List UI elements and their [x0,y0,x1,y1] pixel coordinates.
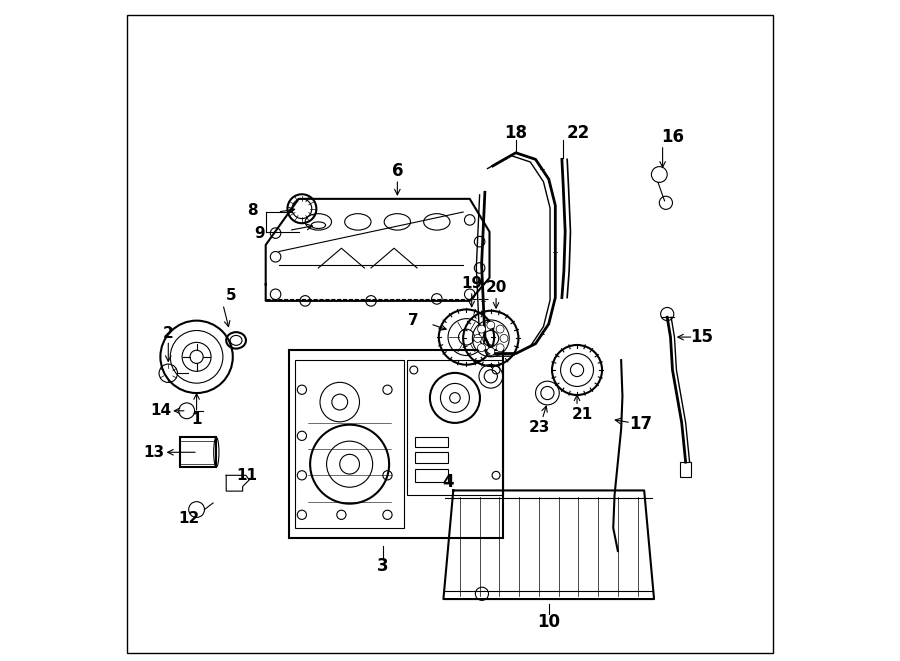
Text: 20: 20 [485,280,507,295]
Text: 13: 13 [143,445,165,460]
Circle shape [478,344,485,352]
Text: 19: 19 [461,276,482,291]
Text: 14: 14 [149,403,171,418]
Text: 1: 1 [192,412,202,427]
Bar [415,469,448,482]
Bar [415,437,448,447]
Text: 23: 23 [529,420,550,436]
Text: 8: 8 [248,202,257,217]
Bar [180,438,216,467]
Bar [289,350,503,538]
Text: 2: 2 [163,327,174,341]
Bar [415,451,448,463]
Circle shape [487,321,495,329]
Circle shape [478,325,485,333]
Text: 5: 5 [226,288,236,303]
Text: 10: 10 [537,613,560,631]
Polygon shape [444,490,654,599]
Text: 11: 11 [237,468,257,483]
Text: 3: 3 [377,557,388,575]
Circle shape [473,334,482,342]
Text: 16: 16 [661,128,684,146]
Text: 6: 6 [392,161,403,180]
Circle shape [500,334,508,342]
Text: 7: 7 [409,313,419,328]
Bar [407,360,503,495]
Text: 12: 12 [178,510,199,525]
Circle shape [487,348,495,356]
Bar [680,462,691,477]
Polygon shape [266,199,490,301]
Text: 21: 21 [572,407,593,422]
Text: 4: 4 [443,473,454,491]
Circle shape [496,325,504,333]
Text: 9: 9 [254,225,265,241]
Bar [295,360,404,528]
Text: 22: 22 [567,124,590,142]
Text: 17: 17 [629,415,652,433]
Circle shape [496,344,504,352]
Text: 18: 18 [504,124,527,142]
Text: 15: 15 [690,328,714,346]
